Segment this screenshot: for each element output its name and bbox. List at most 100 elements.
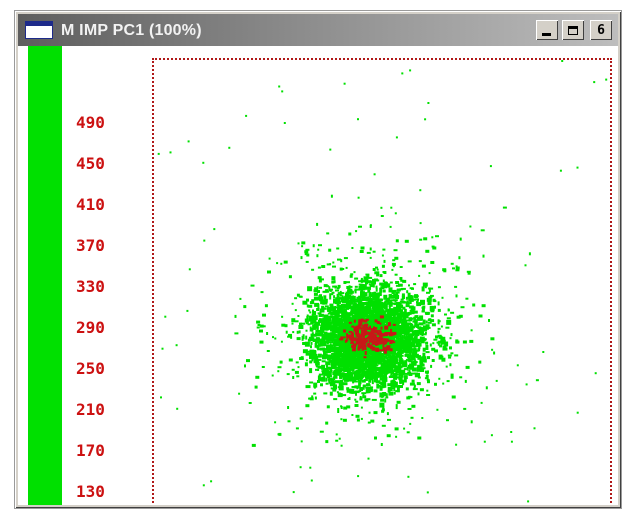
scatter-speck xyxy=(335,289,339,292)
scatter-speck xyxy=(371,398,377,401)
scatter-speck xyxy=(381,310,386,314)
scatter-speck xyxy=(327,375,330,379)
scatter-speck xyxy=(364,278,367,282)
scatter-speck xyxy=(302,349,308,354)
scatter-speck xyxy=(406,431,410,434)
title-bar[interactable]: M IMP PC1 (100%) 6 xyxy=(18,14,618,46)
scatter-speck xyxy=(399,347,402,351)
scatter-speck xyxy=(358,337,363,340)
scatter-speck xyxy=(430,314,434,318)
scatter-speck xyxy=(401,301,407,304)
scatter-speck xyxy=(409,382,415,386)
scatter-speck xyxy=(362,384,365,390)
scatter-speck xyxy=(348,345,351,348)
scatter-speck xyxy=(308,397,312,400)
scatter-speck xyxy=(397,338,400,344)
scatter-speck xyxy=(340,405,343,408)
scatter-speck xyxy=(394,328,397,331)
scatter-speck xyxy=(346,299,349,303)
scatter-speck xyxy=(367,280,372,284)
scatter-speck xyxy=(398,304,404,309)
scatter-speck xyxy=(339,379,344,383)
scatter-speck xyxy=(291,368,295,371)
scatter-speck xyxy=(383,312,386,315)
scatter-speck xyxy=(364,351,367,355)
scatter-speck xyxy=(421,333,424,336)
scatter-speck xyxy=(350,285,353,288)
scatter-speck xyxy=(357,320,360,323)
scatter-speck xyxy=(380,334,385,337)
scatter-speck xyxy=(395,284,399,287)
scatter-speck xyxy=(339,267,343,271)
scatter-speck xyxy=(369,284,374,288)
scatter-speck xyxy=(281,90,284,93)
scatter-speck xyxy=(346,361,350,364)
scatter-speck xyxy=(388,315,393,319)
scatter-speck xyxy=(339,373,344,377)
scatter-speck xyxy=(347,340,350,343)
image-window: M IMP PC1 (100%) 6 490 450 410 370 330 2… xyxy=(15,11,621,508)
scatter-speck xyxy=(527,500,530,503)
scatter-speck xyxy=(413,386,416,390)
scatter-speck xyxy=(357,331,361,334)
scatter-speck xyxy=(387,322,391,327)
scatter-speck xyxy=(338,369,341,373)
scatter-speck xyxy=(344,339,347,343)
scatter-speck xyxy=(359,312,362,317)
maximize-button[interactable] xyxy=(562,20,584,40)
scatter-speck xyxy=(399,277,403,280)
scatter-speck xyxy=(388,332,393,337)
scatter-speck xyxy=(338,437,341,440)
scatter-speck xyxy=(367,289,371,293)
scatter-speck xyxy=(301,245,304,248)
scatter-speck xyxy=(338,392,341,396)
scatter-speck xyxy=(402,328,407,334)
scatter-speck xyxy=(338,355,343,358)
scatter-speck xyxy=(366,278,369,281)
scatter-speck xyxy=(334,306,337,311)
scatter-speck xyxy=(372,368,377,372)
scatter-speck xyxy=(272,336,274,339)
scatter-speck xyxy=(356,333,359,337)
scatter-speck xyxy=(407,292,411,298)
scatter-speck xyxy=(315,341,319,344)
scatter-speck xyxy=(386,359,390,362)
scatter-speck xyxy=(374,337,377,340)
scatter-speck xyxy=(317,322,321,326)
scatter-speck xyxy=(420,336,422,340)
scatter-speck xyxy=(381,409,385,413)
scatter-speck xyxy=(368,283,373,286)
scatter-speck xyxy=(346,281,350,284)
scatter-speck xyxy=(338,320,343,325)
scatter-speck xyxy=(354,404,359,407)
scatter-speck xyxy=(339,338,342,341)
window-icon[interactable] xyxy=(25,21,53,39)
scatter-speck xyxy=(350,374,353,378)
scatter-speck xyxy=(399,266,403,268)
scatter-speck xyxy=(403,325,406,329)
scatter-speck xyxy=(315,341,317,346)
scatter-speck xyxy=(351,414,354,416)
scatter-speck xyxy=(317,266,321,269)
scatter-speck xyxy=(363,302,368,306)
scatter-speck xyxy=(385,332,388,335)
scatter-speck xyxy=(358,225,362,228)
scatter-speck xyxy=(362,334,365,338)
scatter-speck xyxy=(374,319,378,323)
scatter-speck xyxy=(377,302,380,305)
scatter-speck xyxy=(382,318,385,321)
scatter-speck xyxy=(406,337,411,342)
scatter-speck xyxy=(355,390,359,393)
minimize-button[interactable] xyxy=(536,20,558,40)
image-canvas[interactable]: 490 450 410 370 330 290 250 210 170 130 xyxy=(18,46,618,505)
scatter-speck xyxy=(427,370,429,373)
restore-button[interactable]: 6 xyxy=(590,20,612,40)
scatter-speck xyxy=(304,341,310,347)
scatter-speck xyxy=(399,371,402,375)
scatter-speck xyxy=(330,327,335,331)
scatter-speck xyxy=(399,356,402,358)
scatter-speck xyxy=(437,308,441,312)
scatter-speck xyxy=(344,344,350,348)
scatter-speck xyxy=(319,308,325,313)
scatter-speck xyxy=(380,377,383,380)
